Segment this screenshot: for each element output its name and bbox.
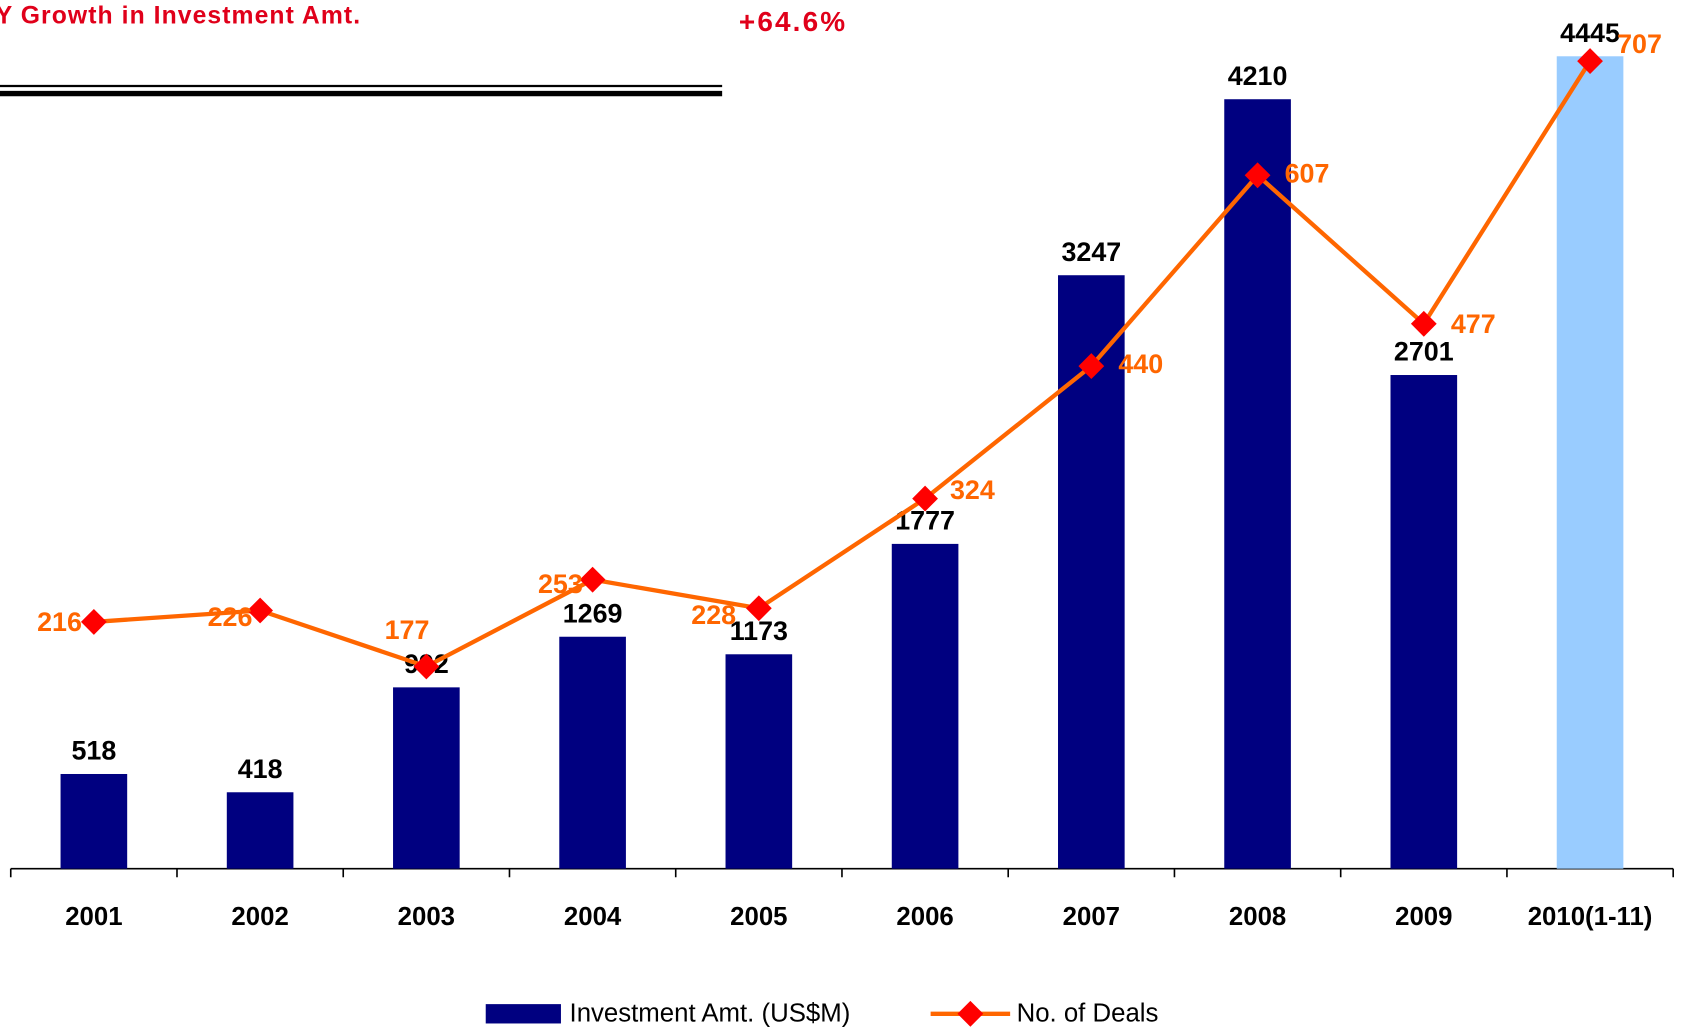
line-value-label: 216 [37, 607, 82, 637]
bar-value-label: 4210 [1228, 61, 1288, 91]
page: {"chart_data": { "type": "bar", "title":… [0, 0, 1685, 1031]
annotation: +64.6% [739, 6, 847, 37]
x-tick-label: 2003 [398, 903, 455, 931]
line-value-label: 477 [1451, 309, 1496, 339]
line-marker [81, 609, 107, 635]
x-tick-label: 2004 [564, 903, 622, 931]
bar-value-label: 418 [238, 754, 283, 784]
x-tick-label: 2001 [65, 903, 122, 931]
chart: Y Growth in Investment Amt. +64.6% 2001 2… [0, 0, 1685, 1031]
line-value-label: 440 [1118, 349, 1163, 379]
bar [726, 654, 793, 868]
chart-title: Y Growth in Investment Amt. [0, 3, 361, 30]
bar [1557, 56, 1624, 868]
bar [393, 687, 460, 868]
legend-label: Investment Amt. (US$M) [570, 1000, 851, 1028]
legend-swatch [486, 1004, 561, 1023]
bar-value-label: 518 [71, 736, 116, 766]
line-value-label: 324 [950, 475, 995, 505]
line-value-label: 226 [208, 602, 253, 632]
x-tick-label: 2010(1-11) [1528, 903, 1653, 931]
x-tick-label: 2006 [896, 903, 953, 931]
line-marker [580, 567, 606, 593]
bar-value-label: 3247 [1061, 237, 1121, 267]
line-value-label: 177 [385, 615, 430, 645]
bar [1391, 375, 1458, 869]
line-value-label: 228 [691, 600, 736, 630]
bar [61, 774, 128, 869]
x-tick-label: 2007 [1063, 903, 1120, 931]
bar-value-label: 2701 [1394, 337, 1454, 367]
bar-value-label: 1269 [563, 598, 623, 628]
x-tick-label: 2008 [1229, 903, 1286, 931]
bar [892, 544, 959, 869]
legend-label: No. of Deals [1017, 1000, 1159, 1028]
line-value-label: 707 [1617, 29, 1662, 59]
bar [1224, 99, 1291, 868]
x-tick-label: 2002 [231, 903, 288, 931]
line-series [94, 61, 1590, 666]
x-tick-label: 2009 [1395, 903, 1452, 931]
line-value-label: 607 [1285, 158, 1330, 188]
bar-value-label: 4445 [1560, 18, 1620, 48]
legend-swatch [957, 1001, 983, 1027]
bar [559, 637, 626, 869]
bar [227, 792, 294, 868]
x-tick-label: 2005 [730, 903, 787, 931]
line-value-label: 253 [538, 569, 583, 599]
